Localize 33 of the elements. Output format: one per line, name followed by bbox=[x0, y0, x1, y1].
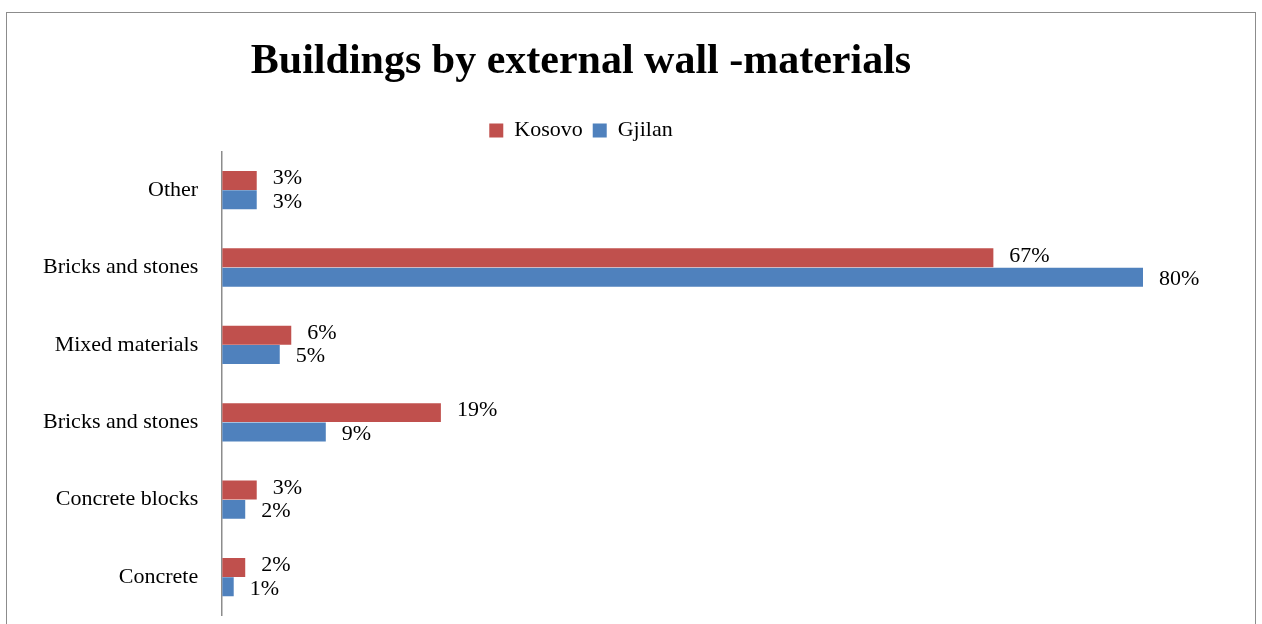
data-label: 2% bbox=[261, 551, 291, 577]
y-tick-label: Bricks and stones bbox=[43, 408, 199, 434]
y-tick-label: Bricks and stones bbox=[43, 253, 199, 279]
data-label: 5% bbox=[295, 342, 326, 368]
bar bbox=[222, 170, 257, 190]
data-label: 3% bbox=[272, 473, 303, 499]
data-label: 3% bbox=[272, 187, 303, 213]
y-tick-label: Mixed materials bbox=[54, 330, 199, 356]
data-label: 6% bbox=[307, 319, 337, 345]
data-label: 67% bbox=[1009, 241, 1050, 267]
bar bbox=[222, 248, 994, 268]
bar bbox=[222, 557, 246, 577]
bar bbox=[222, 577, 234, 597]
data-label: 19% bbox=[456, 396, 498, 422]
bar bbox=[222, 422, 326, 442]
bar bbox=[222, 267, 1143, 287]
bar bbox=[222, 403, 441, 423]
data-label: 1% bbox=[249, 574, 280, 600]
data-label: 80% bbox=[1159, 264, 1200, 290]
bar bbox=[222, 325, 292, 345]
bar bbox=[222, 190, 257, 210]
legend-label: Kosovo bbox=[514, 116, 583, 142]
bar bbox=[222, 480, 257, 500]
chart-title: Buildings by external wall -materials bbox=[250, 36, 912, 83]
legend-label: Gjilan bbox=[617, 116, 673, 142]
y-tick-label: Other bbox=[148, 175, 199, 201]
y-tick-label: Concrete blocks bbox=[55, 485, 199, 511]
data-label: 3% bbox=[272, 164, 303, 190]
data-label: 2% bbox=[261, 497, 291, 523]
bar bbox=[222, 499, 246, 519]
data-label: 9% bbox=[341, 419, 372, 445]
bar bbox=[222, 345, 280, 365]
y-tick-label: Concrete bbox=[118, 562, 199, 588]
